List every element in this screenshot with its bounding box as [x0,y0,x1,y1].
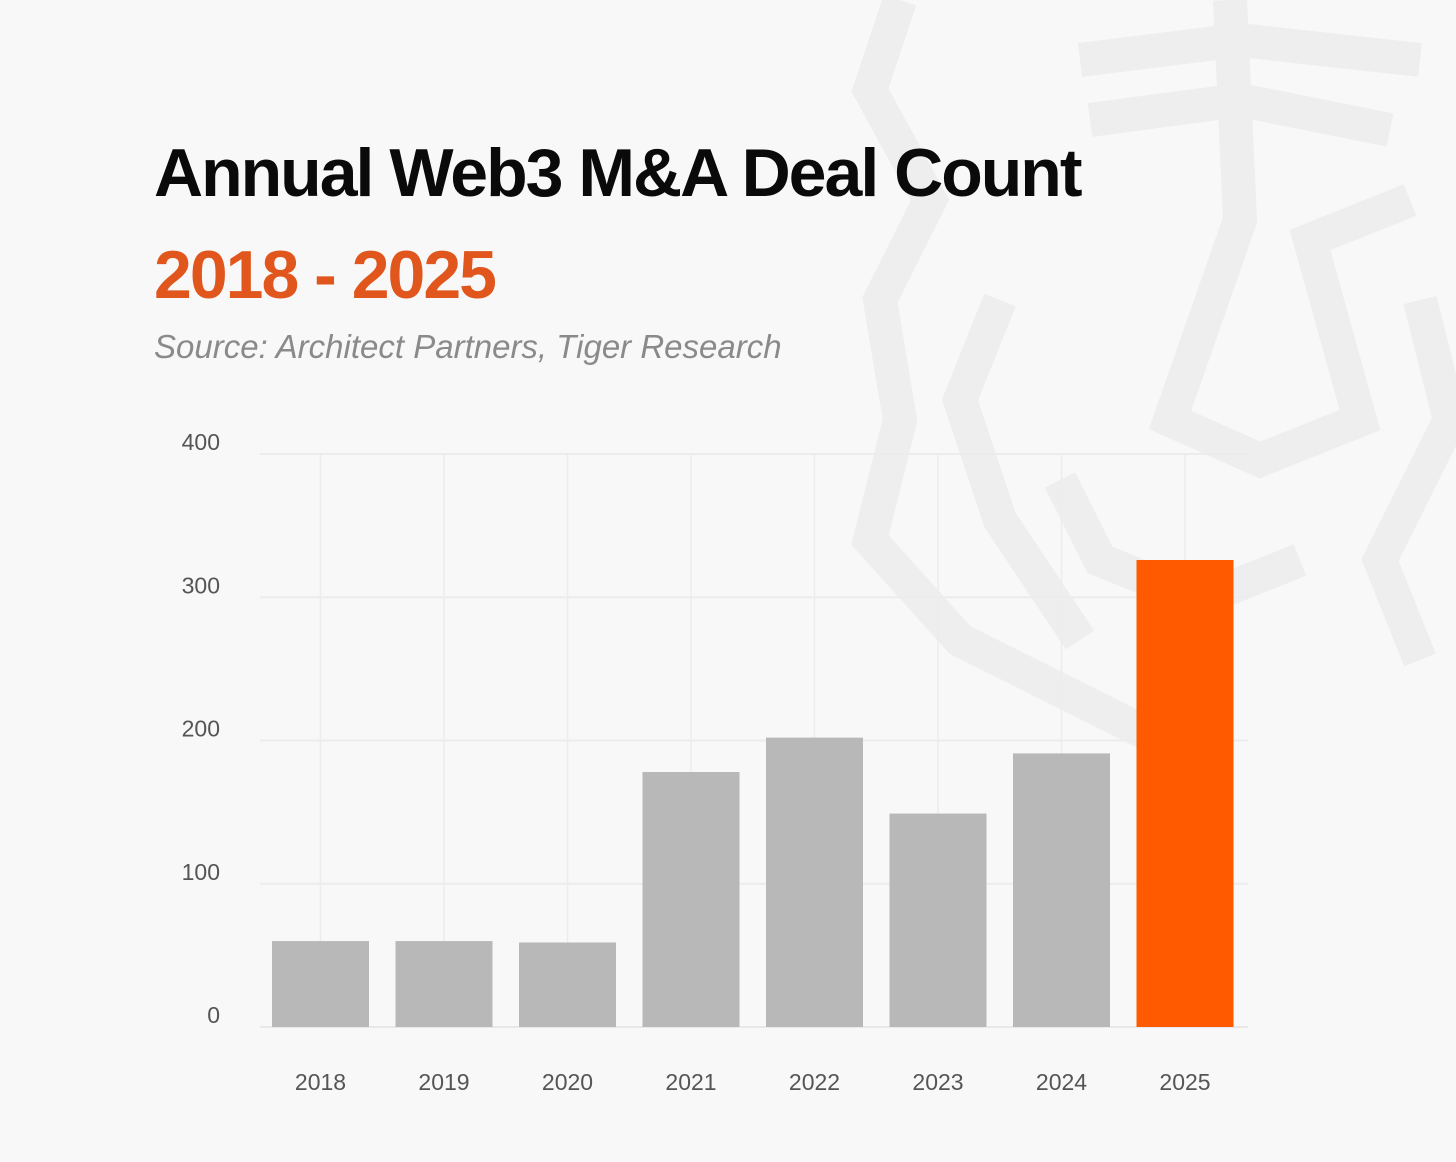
x-tick-label: 2022 [789,1069,840,1095]
chart-source: Source: Architect Partners, Tiger Resear… [154,328,782,365]
y-tick-label: 300 [182,572,220,598]
x-tick-label: 2018 [295,1069,346,1095]
bar-2018 [272,941,369,1027]
chart-subtitle: 2018 - 2025 [154,237,497,313]
x-tick-label: 2023 [912,1069,963,1095]
y-tick-label: 100 [182,859,220,885]
x-axis: 2018 2019 2020 2021 2022 2023 2024 2025 [295,1069,1211,1095]
bar-2019 [395,941,493,1027]
y-axis: 0 100 200 300 400 [182,429,220,1028]
bar-2025 [1136,560,1234,1027]
x-tick-label: 2024 [1036,1069,1087,1095]
chart-title: Annual Web3 M&A Deal Count [154,135,1082,211]
x-tick-label: 2025 [1159,1069,1210,1095]
x-tick-label: 2021 [665,1069,716,1095]
bar-2023 [889,813,987,1027]
bar-2024 [1013,753,1110,1027]
y-tick-label: 0 [207,1002,220,1028]
y-tick-label: 200 [182,716,220,742]
bar-2021 [642,772,740,1027]
bars [272,560,1234,1027]
bar-2020 [519,942,616,1027]
x-tick-label: 2019 [418,1069,469,1095]
x-tick-label: 2020 [542,1069,593,1095]
y-tick-label: 400 [182,429,220,455]
bar-2022 [766,737,863,1027]
